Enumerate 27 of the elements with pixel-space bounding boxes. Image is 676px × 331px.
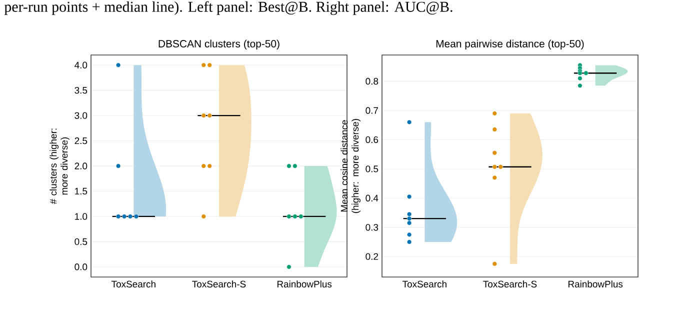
- y-tick-label: 0.7: [366, 107, 378, 114]
- y-tick-label: 3.0: [74, 112, 88, 119]
- y-tick-label: 0.5: [74, 238, 88, 246]
- y-tick-label: 4.0: [74, 62, 88, 68]
- y-tick-label: 0.4: [366, 194, 378, 202]
- y-tick-label: 0.2: [366, 253, 378, 260]
- text: per-run points + median line). Left panel: Best@B. Right panel: AUC@B.: [4, 1, 452, 15]
- y-tick-label: 1.0: [75, 213, 88, 220]
- x-tick-label: RainbowPlus: [277, 280, 332, 288]
- chart-title: DBSCAN clusters (top-50): [158, 40, 280, 50]
- y-tick-label: 1.5: [75, 188, 88, 195]
- y-tick-label: 2.5: [74, 137, 88, 144]
- y-tick-label: 0.0: [74, 264, 88, 270]
- x-tick-label: ToxSearch: [112, 280, 156, 288]
- x-tick-label: ToxSearch-S: [192, 280, 246, 288]
- y-tick-label: 2.0: [74, 162, 88, 170]
- y-tick-label: 0.8: [366, 78, 378, 85]
- x-tick-label: RainbowPlus: [568, 280, 623, 288]
- y-tick-label: 0.3: [366, 224, 378, 231]
- chart-title: Mean pairwise distance (top-50): [436, 40, 584, 50]
- x-tick-label: ToxSearch: [402, 280, 446, 288]
- y-axis-title: Mean cosine distance (higher: more diverse): [340, 119, 360, 214]
- y-axis-title: # clusters (higher: more diverse): [50, 128, 70, 204]
- x-tick-label: ToxSearch-S: [483, 280, 537, 288]
- y-tick-label: 0.5: [366, 166, 378, 172]
- y-tick-label: 0.6: [366, 136, 378, 144]
- y-tick-label: 3.5: [74, 86, 88, 94]
